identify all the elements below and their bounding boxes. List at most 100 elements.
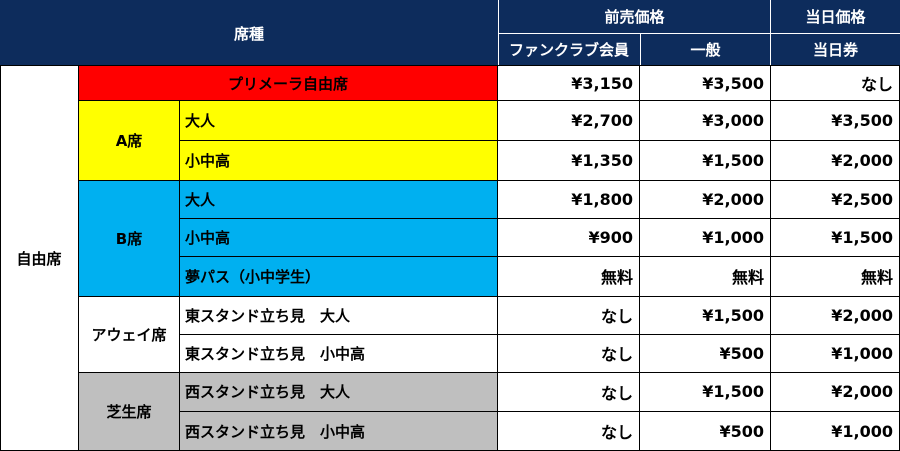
price-same-day: なし — [771, 66, 900, 100]
header-same-day-ticket-label: 当日券 — [812, 41, 858, 59]
price-same-day-value: ¥1,500 — [831, 227, 893, 247]
row-label: 大人 — [180, 100, 498, 140]
price-same-day-value: ¥3,500 — [831, 110, 893, 130]
price-fanclub-value: ¥1,350 — [571, 150, 633, 170]
grid-line — [0, 66, 1, 451]
price-same-day: 無料 — [771, 256, 900, 296]
row-label-text: 東スタンド立ち見 大人 — [185, 306, 351, 325]
price-fanclub: なし — [498, 296, 640, 334]
price-general: ¥3,000 — [640, 100, 771, 140]
price-fanclub: ¥2,700 — [498, 100, 640, 140]
price-fanclub-value: なし — [600, 345, 633, 364]
price-same-day-value: ¥2,000 — [831, 150, 893, 170]
group-away-label: アウェイ席 — [91, 325, 167, 344]
price-fanclub: なし — [498, 411, 640, 451]
group-free-seating: 自由席 — [0, 66, 78, 451]
header-same-day-ticket: 当日券 — [771, 33, 900, 66]
row-label: 東スタンド立ち見 小中高 — [180, 334, 498, 372]
row-label-text: 西スタンド立ち見 小中高 — [185, 422, 366, 441]
price-fanclub: なし — [498, 334, 640, 372]
price-same-day-value: ¥2,000 — [831, 382, 893, 401]
row-label: 夢パス（小中学生） — [180, 256, 498, 296]
group-lawn: 芝生席 — [78, 372, 180, 451]
header-same-day-label: 当日価格 — [805, 8, 866, 26]
price-general-value: ¥3,000 — [702, 110, 764, 130]
price-general: ¥1,500 — [640, 140, 771, 180]
row-label-text: 小中高 — [185, 228, 231, 247]
header-fanclub: ファンクラブ会員 — [498, 33, 640, 66]
price-general: ¥2,000 — [640, 180, 771, 218]
header-advance-label: 前売価格 — [604, 8, 665, 26]
grid-line — [497, 66, 498, 451]
price-same-day: ¥1,000 — [771, 411, 900, 451]
group-lawn-label: 芝生席 — [106, 403, 152, 421]
price-general: ¥1,500 — [640, 372, 771, 411]
row-label-text: 夢パス（小中学生） — [185, 267, 321, 286]
group-a-seat-label: A席 — [115, 131, 143, 150]
grid-line — [639, 66, 640, 451]
price-general: ¥500 — [640, 411, 771, 451]
group-primera-label: プリメーラ自由席 — [227, 74, 348, 93]
grid-line — [179, 218, 900, 219]
price-fanclub: 無料 — [498, 256, 640, 296]
group-b-seat-label: B席 — [115, 229, 143, 248]
row-label: 小中高 — [180, 218, 498, 256]
price-general: 無料 — [640, 256, 771, 296]
price-general: ¥3,500 — [640, 66, 771, 100]
price-same-day: ¥2,000 — [771, 296, 900, 334]
price-general-value: ¥1,500 — [702, 150, 764, 170]
price-general-value: ¥3,500 — [702, 73, 764, 93]
row-label-text: 西スタンド立ち見 大人 — [185, 383, 351, 401]
group-primera: プリメーラ自由席 — [78, 66, 498, 100]
row-label: 大人 — [180, 180, 498, 218]
header-seat-type-label: 席種 — [233, 24, 264, 43]
header-divider — [640, 33, 641, 66]
price-fanclub-value: 無料 — [600, 268, 633, 287]
price-fanclub-value: なし — [600, 307, 633, 326]
price-same-day: ¥1,500 — [771, 218, 900, 256]
price-general-value: ¥1,500 — [702, 382, 764, 401]
price-general-value: 無料 — [731, 268, 764, 287]
price-fanclub-value: ¥2,700 — [571, 110, 633, 130]
row-label: 東スタンド立ち見 大人 — [180, 296, 498, 334]
grid-line — [179, 411, 900, 412]
row-label-text: 小中高 — [185, 151, 231, 170]
price-same-day: ¥2,000 — [771, 140, 900, 180]
price-same-day: ¥1,000 — [771, 334, 900, 372]
price-general-value: ¥2,000 — [702, 189, 764, 209]
price-fanclub: ¥900 — [498, 218, 640, 256]
group-a-seat: A席 — [78, 100, 180, 180]
price-general: ¥1,500 — [640, 296, 771, 334]
price-general-value: ¥500 — [719, 343, 764, 363]
price-same-day-value: ¥2,000 — [831, 305, 893, 325]
row-label: 西スタンド立ち見 小中高 — [180, 411, 498, 451]
grid-line — [78, 372, 900, 373]
price-general-value: ¥1,000 — [702, 227, 764, 247]
row-label-text: 大人 — [185, 190, 216, 209]
price-fanclub-value: ¥900 — [588, 227, 633, 247]
price-same-day-value: なし — [860, 75, 893, 94]
header-divider — [498, 33, 900, 34]
grid-line — [179, 140, 900, 141]
group-b-seat: B席 — [78, 180, 180, 296]
price-fanclub-value: なし — [600, 423, 633, 442]
row-label-text: 大人 — [185, 111, 216, 130]
price-fanclub-value: ¥1,800 — [571, 189, 633, 209]
price-same-day-value: ¥1,000 — [831, 421, 893, 441]
grid-line — [179, 256, 900, 257]
price-general: ¥1,000 — [640, 218, 771, 256]
row-label: 西スタンド立ち見 大人 — [180, 372, 498, 411]
price-fanclub: ¥1,800 — [498, 180, 640, 218]
header-general: 一般 — [640, 33, 771, 66]
price-fanclub: ¥1,350 — [498, 140, 640, 180]
price-same-day-value: ¥1,000 — [831, 343, 893, 363]
header-general-label: 一般 — [690, 41, 721, 59]
row-label: 小中高 — [180, 140, 498, 180]
price-same-day: ¥3,500 — [771, 100, 900, 140]
price-same-day-value: 無料 — [860, 268, 893, 287]
grid-line — [0, 65, 900, 66]
price-fanclub-value: なし — [600, 383, 633, 403]
price-same-day-value: ¥2,500 — [831, 189, 893, 209]
header-advance: 前売価格 — [498, 0, 771, 33]
grid-line — [78, 180, 900, 181]
